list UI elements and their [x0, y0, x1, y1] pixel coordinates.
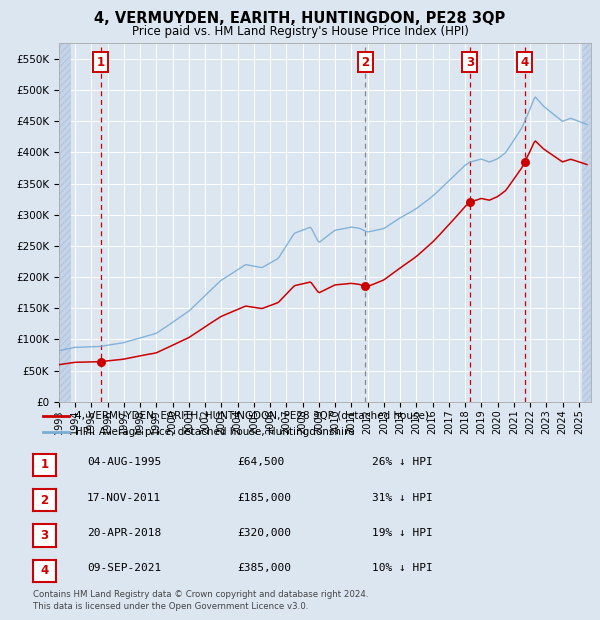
- Text: 10% ↓ HPI: 10% ↓ HPI: [372, 563, 433, 574]
- Text: 3: 3: [40, 529, 49, 542]
- Text: 19% ↓ HPI: 19% ↓ HPI: [372, 528, 433, 538]
- Text: 4, VERMUYDEN, EARITH, HUNTINGDON, PE28 3QP: 4, VERMUYDEN, EARITH, HUNTINGDON, PE28 3…: [94, 11, 506, 26]
- Text: 20-APR-2018: 20-APR-2018: [87, 528, 161, 538]
- Text: 26% ↓ HPI: 26% ↓ HPI: [372, 457, 433, 467]
- Text: 17-NOV-2011: 17-NOV-2011: [87, 492, 161, 503]
- Text: 4: 4: [40, 564, 49, 577]
- Text: 2: 2: [40, 494, 49, 507]
- Text: £385,000: £385,000: [237, 563, 291, 574]
- Text: £320,000: £320,000: [237, 528, 291, 538]
- Text: £64,500: £64,500: [237, 457, 284, 467]
- Text: HPI: Average price, detached house, Huntingdonshire: HPI: Average price, detached house, Hunt…: [74, 427, 354, 438]
- Text: 1: 1: [97, 56, 105, 69]
- Text: 4: 4: [521, 56, 529, 69]
- Text: Contains HM Land Registry data © Crown copyright and database right 2024.
This d: Contains HM Land Registry data © Crown c…: [33, 590, 368, 611]
- Text: 1: 1: [40, 458, 49, 471]
- Text: 04-AUG-1995: 04-AUG-1995: [87, 457, 161, 467]
- Text: 09-SEP-2021: 09-SEP-2021: [87, 563, 161, 574]
- Text: 4, VERMUYDEN, EARITH, HUNTINGDON, PE28 3QP (detached house): 4, VERMUYDEN, EARITH, HUNTINGDON, PE28 3…: [74, 410, 428, 420]
- Text: 2: 2: [361, 56, 370, 69]
- Text: 3: 3: [466, 56, 474, 69]
- Text: Price paid vs. HM Land Registry's House Price Index (HPI): Price paid vs. HM Land Registry's House …: [131, 25, 469, 38]
- Text: £185,000: £185,000: [237, 492, 291, 503]
- Text: 31% ↓ HPI: 31% ↓ HPI: [372, 492, 433, 503]
